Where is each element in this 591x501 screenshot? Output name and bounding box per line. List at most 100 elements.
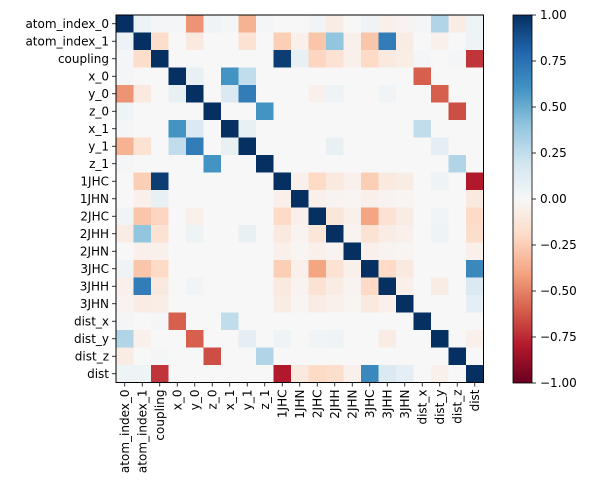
heatmap-cell-3JHC-y_0 xyxy=(186,260,204,278)
heatmap-cell-dist_x-x_0 xyxy=(168,312,187,331)
heatmap-cell-1JHN-3JHH xyxy=(378,190,397,208)
heatmap-cell-2JHC-coupling xyxy=(151,207,169,226)
heatmap-cell-dist_z-2JHN xyxy=(343,347,362,366)
heatmap-cell-dist_x-y_0 xyxy=(186,312,204,331)
heatmap-cell-dist_z-x_0 xyxy=(168,347,187,366)
colorbar: −1.00 −0.75 −0.50 −0.25 0.00 0.25 0.50 0.75 1.00 xyxy=(512,8,577,390)
heatmap-cell-y_1-2JHN xyxy=(343,137,362,156)
heatmap-cell-atom_index_0-3JHC xyxy=(361,15,379,33)
heatmap-cell-2JHN-2JHC xyxy=(308,242,327,261)
heatmap-cell-dist-3JHN xyxy=(396,365,414,383)
heatmap-cell-atom_index_0-2JHN xyxy=(343,15,362,33)
heatmap-cell-y_1-atom_index_1 xyxy=(133,137,152,156)
heatmap-cell-atom_index_0-1JHC xyxy=(273,15,292,33)
heatmap-cell-1JHN-2JHN xyxy=(343,190,362,208)
heatmap-cell-2JHC-1JHC xyxy=(273,207,292,226)
heatmap-cell-z_1-1JHN xyxy=(291,155,309,173)
x-tick-label-z_0: z_0 xyxy=(205,390,219,410)
heatmap-cell-2JHH-y_0 xyxy=(186,225,204,243)
heatmap-cell-dist-dist xyxy=(466,365,484,383)
heatmap-cell-dist_z-dist xyxy=(466,347,484,366)
heatmap-cell-dist_x-1JHC xyxy=(273,312,292,331)
x-tick-label-y_1: y_1 xyxy=(240,390,254,411)
heatmap-cell-y_0-z_0 xyxy=(203,85,222,103)
heatmap-cell-dist_x-y_1 xyxy=(238,312,257,331)
heatmap-cell-2JHH-2JHN xyxy=(343,225,362,243)
heatmap-cell-coupling-z_0 xyxy=(203,50,222,68)
heatmap-cell-z_1-2JHC xyxy=(308,155,327,173)
heatmap-cell-dist_x-dist_y xyxy=(431,312,449,331)
heatmap-cell-2JHH-2JHC xyxy=(308,225,327,243)
heatmap-cell-y_0-2JHC xyxy=(308,85,327,103)
heatmap-cell-dist_z-3JHN xyxy=(396,347,414,366)
y-tick-label-coupling: coupling xyxy=(58,52,109,66)
heatmap-cell-dist_z-atom_index_1 xyxy=(133,347,152,366)
heatmap-cell-dist_y-z_1 xyxy=(256,330,274,348)
heatmap-cell-x_0-z_1 xyxy=(256,67,274,86)
heatmap-cell-x_0-atom_index_1 xyxy=(133,67,152,86)
heatmap-cell-1JHC-atom_index_0 xyxy=(116,172,134,191)
heatmap-cell-3JHN-y_1 xyxy=(238,295,257,313)
heatmap-cell-1JHN-2JHC xyxy=(308,190,327,208)
heatmap-cell-z_1-z_1 xyxy=(256,155,274,173)
x-axis-tick-labels: atom_index_0 atom_index_1 coupling x_0 y_0 z_… xyxy=(118,382,482,473)
heatmap-cell-coupling-2JHN xyxy=(343,50,362,68)
heatmap-cell-2JHH-z_1 xyxy=(256,225,274,243)
colorbar-tick-label: −0.50 xyxy=(540,284,577,298)
heatmap-cell-dist-2JHH xyxy=(326,365,344,383)
x-tick-label-1JHN: 1JHN xyxy=(293,390,307,419)
heatmap-cell-x_1-y_1 xyxy=(238,120,257,138)
heatmap-cell-1JHC-dist_z xyxy=(448,172,467,191)
heatmap-cell-3JHC-coupling xyxy=(151,260,169,278)
heatmap-cell-x_0-y_0 xyxy=(186,67,204,86)
heatmap-cell-dist_y-1JHC xyxy=(273,330,292,348)
heatmap-cell-dist_z-x_1 xyxy=(221,347,239,366)
heatmap-cell-2JHN-2JHH xyxy=(326,242,344,261)
y-axis-tick-labels: atom_index_0 atom_index_1 coupling x_0 y_0 z_… xyxy=(25,17,116,381)
heatmap-cell-y_1-dist_y xyxy=(431,137,449,156)
heatmap-cell-z_0-coupling xyxy=(151,102,169,121)
heatmap-cell-x_1-dist_x xyxy=(413,120,432,138)
heatmap-cell-dist-z_0 xyxy=(203,365,222,383)
heatmap-cell-x_1-coupling xyxy=(151,120,169,138)
heatmap-cell-dist_z-3JHH xyxy=(378,347,397,366)
colorbar-tick-label: 0.75 xyxy=(540,54,567,68)
heatmap-cell-z_0-x_1 xyxy=(221,102,239,121)
heatmap-cell-z_0-y_0 xyxy=(186,102,204,121)
heatmap-cell-2JHH-coupling xyxy=(151,225,169,243)
heatmap-cell-coupling-dist_z xyxy=(448,50,467,68)
heatmap-cell-3JHH-coupling xyxy=(151,277,169,296)
heatmap-cell-dist-1JHN xyxy=(291,365,309,383)
heatmap-cell-2JHC-z_1 xyxy=(256,207,274,226)
heatmap-cell-z_0-dist_y xyxy=(431,102,449,121)
heatmap-cell-x_0-3JHH xyxy=(378,67,397,86)
heatmap-cell-3JHN-atom_index_1 xyxy=(133,295,152,313)
heatmap-cell-y_0-coupling xyxy=(151,85,169,103)
heatmap-cell-3JHH-3JHC xyxy=(361,277,379,296)
heatmap-cell-z_1-dist_z xyxy=(448,155,467,173)
x-tick-label-dist_z: dist_z xyxy=(450,390,464,424)
heatmap-cell-1JHN-2JHH xyxy=(326,190,344,208)
heatmap-cell-x_1-dist_z xyxy=(448,120,467,138)
heatmap-cell-atom_index_0-z_1 xyxy=(256,15,274,33)
y-tick-label-y_1: y_1 xyxy=(88,139,109,153)
heatmap-cell-z_0-dist xyxy=(466,102,484,121)
heatmap-cell-2JHN-z_0 xyxy=(203,242,222,261)
heatmap-cell-dist_z-z_0 xyxy=(203,347,222,366)
heatmap-cell-z_1-dist xyxy=(466,155,484,173)
heatmap-cell-x_1-z_0 xyxy=(203,120,222,138)
heatmap-cell-1JHN-atom_index_0 xyxy=(116,190,134,208)
heatmap-cell-1JHN-y_1 xyxy=(238,190,257,208)
heatmap-cell-2JHC-3JHH xyxy=(378,207,397,226)
heatmap-cell-3JHH-1JHN xyxy=(291,277,309,296)
heatmap-cell-x_0-1JHC xyxy=(273,67,292,86)
heatmap-cell-dist_y-y_1 xyxy=(238,330,257,348)
heatmap-cell-coupling-3JHC xyxy=(361,50,379,68)
heatmap-cell-2JHN-y_0 xyxy=(186,242,204,261)
heatmap-cell-1JHC-atom_index_1 xyxy=(133,172,152,191)
heatmap-cell-2JHH-dist xyxy=(466,225,484,243)
heatmap-cell-z_0-y_1 xyxy=(238,102,257,121)
heatmap-cell-z_1-3JHC xyxy=(361,155,379,173)
heatmap-cell-coupling-dist_x xyxy=(413,50,432,68)
heatmap-cell-z_1-x_1 xyxy=(221,155,239,173)
